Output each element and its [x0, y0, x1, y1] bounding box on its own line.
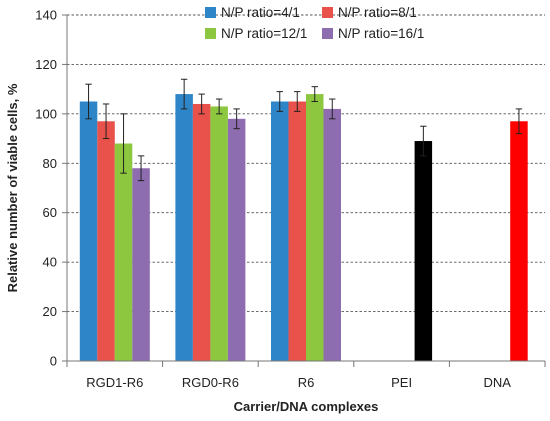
bar	[175, 94, 193, 361]
x-tick-label: DNA	[483, 375, 511, 390]
y-tick-label: 0	[50, 354, 57, 369]
legend-swatch	[322, 7, 333, 18]
error-bars	[85, 78, 523, 182]
y-tick-label: 60	[43, 205, 57, 220]
bar	[97, 121, 115, 362]
bar	[271, 101, 289, 361]
x-tick-label: PEI	[391, 375, 412, 390]
bar	[323, 108, 341, 362]
bar	[79, 101, 98, 361]
bar	[510, 121, 528, 362]
bars	[79, 94, 528, 362]
legend-label: N/P ratio=4/1	[221, 5, 300, 20]
y-tick-label: 100	[35, 106, 57, 121]
x-tick-label: R6	[298, 375, 315, 390]
x-tick-label: RGD0-R6	[182, 375, 239, 390]
x-axis-title: Carrier/DNA complexes	[234, 399, 379, 414]
bar	[288, 101, 306, 361]
y-tick-label: 140	[35, 8, 57, 23]
y-tick-label: 120	[35, 57, 57, 72]
legend: N/P ratio=4/1 N/P ratio=8/1 N/P ratio=12/1…	[205, 5, 424, 41]
x-tick-label: RGD1-R6	[86, 375, 143, 390]
bar	[414, 141, 433, 361]
bar	[132, 168, 150, 361]
bar	[210, 106, 228, 361]
y-tick-label: 20	[43, 304, 57, 319]
y-axis-title: Relative number of viable cells, %	[5, 83, 20, 292]
x-tick-labels: RGD1-R6 RGD0-R6 R6 PEI DNA	[86, 375, 511, 390]
legend-label: N/P ratio=8/1	[338, 5, 417, 20]
y-tick-label: 80	[43, 156, 57, 171]
legend-label: N/P ratio=16/1	[338, 26, 424, 41]
bar	[192, 103, 211, 361]
y-tick-labels: 0 20 40 60 80 100 120 140	[35, 8, 57, 369]
legend-swatch	[322, 28, 333, 39]
bar	[227, 118, 246, 361]
bar	[306, 94, 324, 361]
axes	[62, 14, 546, 367]
legend-label: N/P ratio=12/1	[221, 26, 307, 41]
y-tick-label: 40	[43, 255, 57, 270]
legend-swatch	[205, 28, 216, 39]
legend-swatch	[205, 7, 216, 18]
bar	[114, 143, 133, 361]
